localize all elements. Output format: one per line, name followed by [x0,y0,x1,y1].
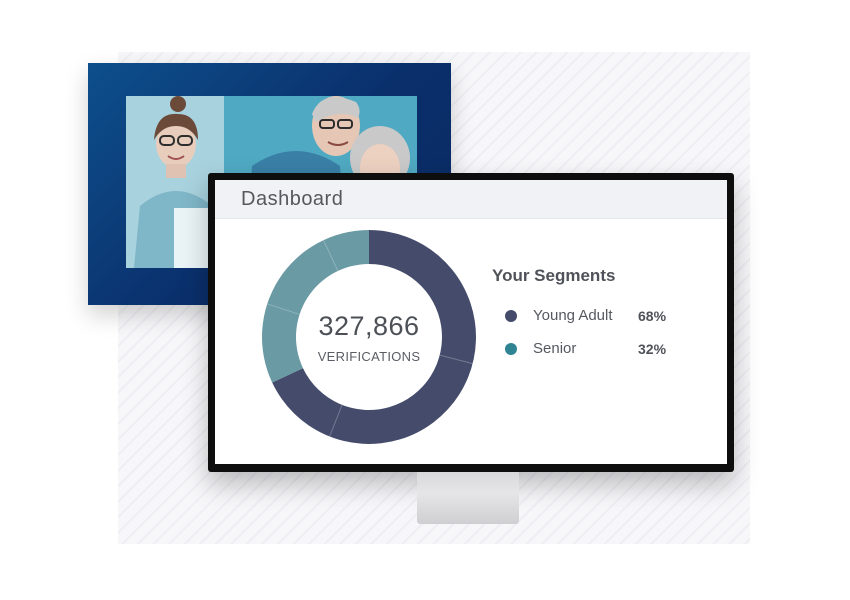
legend-percent: 32% [638,341,667,357]
monitor: Dashboard 327,866 VERIFICATIONS Your Seg… [208,173,734,472]
legend-percent: 68% [638,308,667,324]
legend-label: Young Adult [533,307,613,324]
verifications-count: 327,866 [318,311,420,341]
senior-dot-icon [505,343,517,355]
dashboard-header: Dashboard [215,180,727,219]
donut-center: 327,866 VERIFICATIONS [262,230,476,444]
dashboard-screen: Dashboard 327,866 VERIFICATIONS Your Seg… [215,180,727,464]
dashboard-title: Dashboard [241,188,344,210]
legend-label: Senior [533,340,577,357]
donut-slice-young-adult [272,230,476,444]
donut-divider-1 [329,404,343,437]
donut-slice-senior [262,230,369,383]
segments-title: Your Segments [492,266,616,285]
donut-divider-2 [267,303,300,315]
monitor-stand [417,472,519,524]
donut-divider-3 [322,239,339,272]
donut-divider-0 [439,354,473,365]
verifications-donut-chart [262,230,476,444]
young-adult-dot-icon [505,310,517,322]
verifications-label: VERIFICATIONS [317,349,421,364]
